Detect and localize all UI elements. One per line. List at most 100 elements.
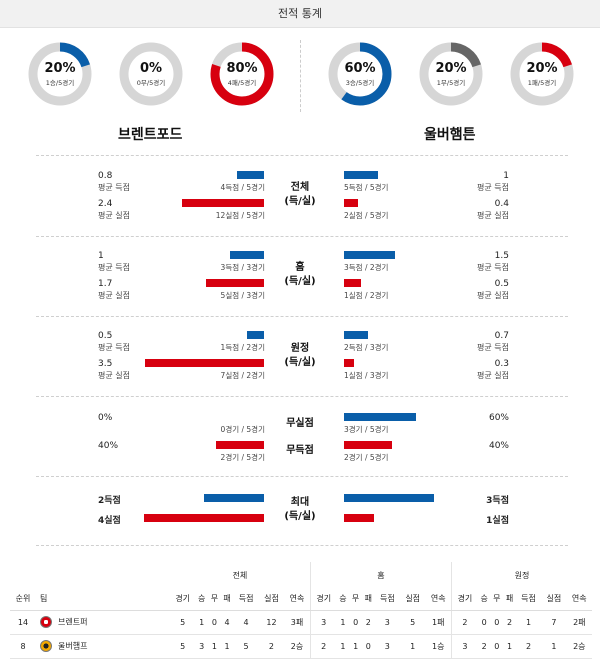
home-against-count: 7실점 / 2경기 xyxy=(220,371,265,380)
stat-cell: 5 xyxy=(170,610,196,635)
col-header: 경기 xyxy=(451,588,478,611)
col-header: 득점 xyxy=(233,588,259,611)
stat-cell: 4 xyxy=(220,610,234,635)
section-subtitle: (득/실) xyxy=(284,357,316,368)
table-row[interactable]: 8 울버햄프 5 3 1 1 5 2 2승 2 1 1 0 3 1 1승 3 2 0 1 2 1 2승 xyxy=(10,634,592,659)
table-row[interactable]: 14 브렌트퍼 5 1 0 4 4 12 3패 3 1 0 2 3 5 1패 2 0 0 2 1 7 2패 xyxy=(10,610,592,635)
col-header: 승 xyxy=(195,588,209,611)
donut-away-win: 60% 3승/5경기 xyxy=(328,42,392,106)
stat-cell: 5 xyxy=(233,634,259,659)
donut-percent: 20% xyxy=(44,61,76,76)
col-header: 패 xyxy=(503,588,516,611)
home-avg-for-label: 평균 득점 xyxy=(98,183,130,192)
col-header: 패 xyxy=(361,588,375,611)
stat-cell: 2승 xyxy=(284,634,311,659)
home-avg-for-label: 평균 득점 xyxy=(98,343,130,352)
stat-cell: 0 xyxy=(477,610,491,635)
away-against-bar xyxy=(344,279,361,287)
team-name: 울버햄프 xyxy=(58,641,88,651)
stat-cell: 1 xyxy=(195,610,209,635)
stat-cell: 1 xyxy=(400,634,426,659)
away-against-bar xyxy=(344,359,355,367)
group-header-away: 원정 xyxy=(451,562,592,588)
away-for-count: 5득점 / 5경기 xyxy=(344,183,389,192)
donut-home-loss: 80% 4패/5경기 xyxy=(210,42,274,106)
home-avg-for: 1 xyxy=(98,251,104,261)
stat-cell: 12 xyxy=(258,610,285,635)
stat-cell: 2 xyxy=(309,634,337,659)
home-max-goals-bar xyxy=(204,494,264,502)
away-against-count: 2실점 / 5경기 xyxy=(344,211,389,220)
team-name: 브렌트퍼 xyxy=(58,617,88,627)
home-max-conceded-bar xyxy=(144,514,264,522)
away-avg-against: 0.3 xyxy=(494,359,509,369)
col-header: 경기 xyxy=(309,588,337,611)
home-avg-for: 0.8 xyxy=(98,171,113,181)
home-avg-for: 0.5 xyxy=(98,331,113,341)
section-divider xyxy=(36,155,568,156)
donut-arc xyxy=(28,42,92,106)
col-header: 실점 xyxy=(541,588,567,611)
col-header: 경기 xyxy=(170,588,196,611)
stat-cell: 2패 xyxy=(566,610,592,635)
col-rank: 순위 xyxy=(10,588,36,611)
away-max-conceded: 1실점 xyxy=(486,516,509,526)
away-for-bar xyxy=(344,171,378,179)
col-header: 패 xyxy=(220,588,234,611)
donut-arc xyxy=(328,42,392,106)
donut-arc xyxy=(210,42,274,106)
home-for-count: 1득점 / 2경기 xyxy=(220,343,265,352)
stat-cell: 1승 xyxy=(425,634,452,659)
section-title: 전체 (득/실) xyxy=(270,181,330,209)
away-avg-for: 1 xyxy=(503,171,509,181)
stat-cell: 2 xyxy=(503,610,516,635)
home-for-count: 3득점 / 3경기 xyxy=(220,263,265,272)
stat-cell: 7 xyxy=(541,610,567,635)
team-cell[interactable]: 브렌트퍼 xyxy=(36,610,170,635)
away-avg-against: 0.5 xyxy=(494,279,509,289)
away-against-count: 1실점 / 2경기 xyxy=(344,291,389,300)
wolves-logo-icon xyxy=(40,640,52,652)
section-divider xyxy=(36,316,568,317)
home-avg-for-label: 평균 득점 xyxy=(98,263,130,272)
away-for-count: 3득점 / 2경기 xyxy=(344,263,389,272)
home-against-count: 12실점 / 5경기 xyxy=(215,211,265,220)
group-header-total: 전체 xyxy=(232,570,248,580)
away-for-bar xyxy=(344,331,368,339)
donut-arc xyxy=(419,42,483,106)
home-avg-against: 2.4 xyxy=(98,199,113,209)
home-avg-against: 3.5 xyxy=(98,359,113,369)
donut-home-win: 20% 1승/5경기 xyxy=(28,42,92,106)
donut-percent: 20% xyxy=(435,61,467,76)
donut-percent: 80% xyxy=(226,61,258,76)
col-team: 팀 xyxy=(36,588,170,611)
donut-percent: 60% xyxy=(344,61,376,76)
away-avg-for-label: 평균 득점 xyxy=(477,263,509,272)
stat-cell: 3패 xyxy=(284,610,311,635)
donut-caption: 0무/5경기 xyxy=(136,79,166,87)
stat-cell: 0 xyxy=(490,634,504,659)
home-blank-bar xyxy=(216,441,264,449)
donut-ring xyxy=(419,42,483,106)
divider xyxy=(300,40,301,112)
col-header: 무 xyxy=(349,588,362,611)
away-against-bar xyxy=(344,199,358,207)
away-blank-pct: 40% xyxy=(488,441,509,451)
home-avg-against-label: 평균 실점 xyxy=(98,211,130,220)
donut-away-draw: 20% 1무/5경기 xyxy=(419,42,483,106)
col-header: 득점 xyxy=(515,588,542,611)
away-avg-against-label: 평균 실점 xyxy=(477,211,509,220)
col-header: 실점 xyxy=(258,588,285,611)
team-cell[interactable]: 울버햄프 xyxy=(36,634,170,659)
home-for-bar xyxy=(236,171,264,179)
page-header: 전적 통계 xyxy=(0,0,600,28)
away-against-count: 1실점 / 3경기 xyxy=(344,371,389,380)
donut-ring xyxy=(510,42,574,106)
away-avg-for-label: 평균 득점 xyxy=(477,183,509,192)
away-team-name: 울버햄튼 xyxy=(424,127,476,143)
home-clean-pct: 0% xyxy=(98,413,113,423)
section-subtitle: (득/실) xyxy=(284,511,316,522)
stat-cell: 3 xyxy=(195,634,209,659)
stat-cell: 1 xyxy=(349,634,362,659)
stat-cell: 2승 xyxy=(566,634,592,659)
